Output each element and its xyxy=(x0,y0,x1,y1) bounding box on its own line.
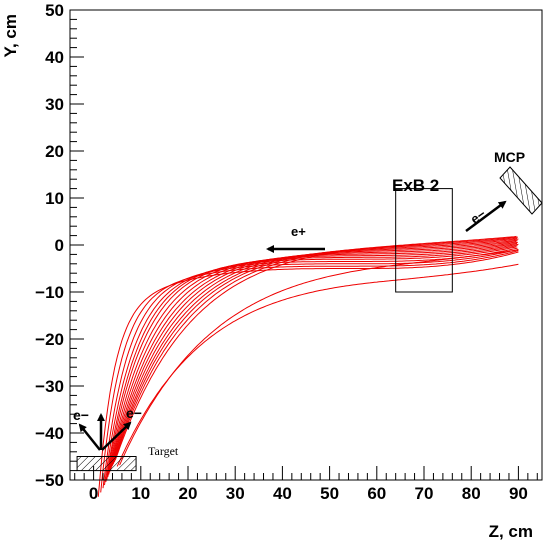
y-axis-ticks xyxy=(70,9,84,481)
x-tick-label: 40 xyxy=(273,484,292,503)
mcp-detector xyxy=(499,166,543,215)
exb-label: ExB 2 xyxy=(392,176,439,195)
trajectory-line xyxy=(102,248,519,489)
y-tick-label: −20 xyxy=(35,330,64,349)
trajectory-line xyxy=(100,250,519,493)
y-axis-tick-labels: −50 −40 −30 −20 −10 0 10 20 30 40 50 xyxy=(35,1,64,490)
electron-arrow-right xyxy=(101,421,132,451)
positron-label: e+ xyxy=(291,224,306,239)
y-tick-label: 30 xyxy=(45,95,64,114)
target-label: Target xyxy=(148,444,179,458)
electron-arrow-left xyxy=(78,423,101,451)
y-tick-label: −40 xyxy=(35,424,64,443)
trajectory-group xyxy=(97,235,519,497)
y-tick-label: −10 xyxy=(35,283,64,302)
plot-background xyxy=(70,10,542,480)
x-tick-label: 30 xyxy=(226,484,245,503)
trajectory-line xyxy=(112,237,518,464)
x-tick-label: 0 xyxy=(89,484,98,503)
electron-arrow-mcp xyxy=(465,200,507,233)
target xyxy=(76,456,137,472)
x-tick-label: 20 xyxy=(179,484,198,503)
electron-label-right: e− xyxy=(126,405,142,421)
y-axis-title: Y, cm xyxy=(1,14,20,57)
y-tick-label: −30 xyxy=(35,377,64,396)
y-tick-label: 10 xyxy=(45,189,64,208)
y-tick-label: 0 xyxy=(55,236,64,255)
trajectory-line xyxy=(113,236,518,462)
y-tick-label: 20 xyxy=(45,142,64,161)
trajectory-line xyxy=(114,235,517,461)
x-tick-label: 50 xyxy=(320,484,339,503)
exb-box xyxy=(395,188,453,293)
x-axis-ticks xyxy=(74,466,538,480)
x-tick-label: 60 xyxy=(367,484,386,503)
trajectory-line xyxy=(116,263,519,467)
electron-label-left: e− xyxy=(73,407,89,423)
x-axis-title: Z, cm xyxy=(489,522,533,541)
trajectory-line xyxy=(105,246,517,482)
x-tick-label: 70 xyxy=(415,484,434,503)
trajectory-line xyxy=(106,245,518,480)
x-tick-label: 90 xyxy=(509,484,528,503)
mcp-label: MCP xyxy=(494,149,525,165)
x-tick-label: 80 xyxy=(462,484,481,503)
y-tick-label: 50 xyxy=(45,1,64,20)
x-tick-label: 10 xyxy=(131,484,150,503)
y-tick-label: 40 xyxy=(45,48,64,67)
x-axis-tick-labels: 0 10 20 30 40 50 60 70 80 90 xyxy=(89,484,528,503)
y-tick-label: −50 xyxy=(35,471,64,490)
